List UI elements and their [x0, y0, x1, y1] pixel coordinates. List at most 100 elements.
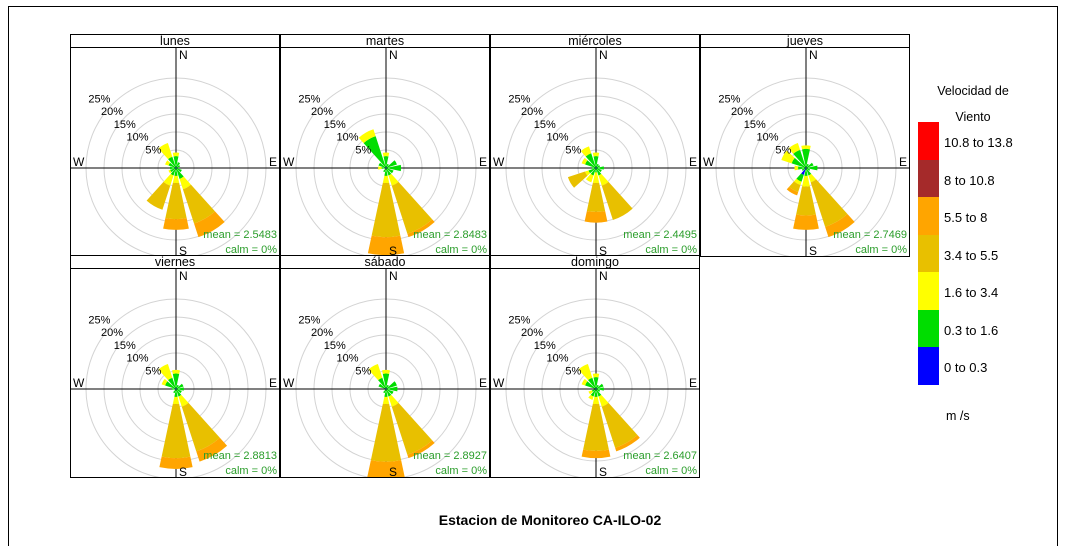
- petal-segment: [593, 374, 599, 378]
- panel-strip-title: martes: [280, 34, 490, 48]
- direction-label: S: [599, 465, 607, 478]
- radial-label: 20%: [101, 327, 123, 339]
- panel-strip-title: viernes: [70, 255, 280, 269]
- mean-label: mean = 2.7469: [833, 229, 907, 241]
- petal-segment: [796, 186, 816, 215]
- radial-label: 25%: [298, 314, 320, 326]
- panel-strip-title: domingo: [490, 255, 700, 269]
- calm-label: calm = 0%: [645, 465, 697, 477]
- petal-segment: [794, 166, 798, 171]
- direction-label: W: [283, 155, 295, 169]
- legend-swatch: [918, 310, 939, 348]
- direction-label: N: [389, 48, 398, 62]
- petal-segment: [801, 145, 810, 149]
- radial-label: 5%: [775, 144, 791, 156]
- legend-swatch: [918, 122, 939, 160]
- calm-label: calm = 0%: [225, 465, 277, 477]
- legend-swatch: [918, 197, 939, 235]
- petal-segment: [368, 236, 404, 256]
- petal-segment: [383, 397, 389, 404]
- radial-label: 10%: [757, 132, 779, 144]
- direction-label: N: [809, 48, 818, 62]
- petal-segment: [602, 182, 633, 220]
- mean-label: mean = 2.8813: [203, 450, 277, 462]
- petal-segment: [173, 153, 179, 157]
- radial-label: 10%: [337, 353, 359, 365]
- radial-label: 10%: [127, 353, 149, 365]
- direction-label: E: [479, 376, 487, 390]
- legend-swatch: [918, 347, 939, 385]
- petal-segment: [173, 176, 179, 183]
- petal-segment: [793, 214, 819, 229]
- legend-label: 1.6 to 3.4: [944, 285, 998, 300]
- radial-label: 15%: [534, 340, 556, 352]
- radial-label: 25%: [718, 93, 740, 105]
- radial-label: 25%: [88, 314, 110, 326]
- radial-label: 20%: [731, 106, 753, 118]
- radial-label: 15%: [324, 119, 346, 131]
- radial-label: 10%: [337, 132, 359, 144]
- petal-segment: [159, 457, 192, 469]
- radial-label: 5%: [145, 144, 161, 156]
- legend-swatch: [918, 235, 939, 273]
- panel-strip-title: miércoles: [490, 34, 700, 48]
- legend-label: 3.4 to 5.5: [944, 248, 998, 263]
- legend-label: 5.5 to 8: [944, 210, 987, 225]
- petal-segment: [802, 176, 810, 187]
- radial-label: 20%: [311, 327, 333, 339]
- direction-label: W: [493, 376, 505, 390]
- radial-label: 15%: [744, 119, 766, 131]
- radial-label: 5%: [565, 144, 581, 156]
- calm-label: calm = 0%: [435, 465, 487, 477]
- direction-label: N: [179, 269, 188, 283]
- legend-label: 0.3 to 1.6: [944, 323, 998, 338]
- direction-label: E: [479, 155, 487, 169]
- direction-label: E: [269, 376, 277, 390]
- direction-label: S: [389, 465, 397, 478]
- mean-label: mean = 2.6407: [623, 450, 697, 462]
- petal-segment: [378, 166, 382, 169]
- radial-label: 15%: [534, 119, 556, 131]
- direction-label: E: [689, 376, 697, 390]
- radial-label: 25%: [298, 93, 320, 105]
- mean-label: mean = 2.5483: [203, 229, 277, 241]
- petal-segment: [172, 370, 180, 374]
- mean-label: mean = 2.4495: [623, 229, 697, 241]
- panel-strip-title: jueves: [700, 34, 910, 48]
- radial-label: 25%: [88, 93, 110, 105]
- petal-segment: [383, 153, 389, 157]
- mean-label: mean = 2.8483: [413, 229, 487, 241]
- direction-label: N: [599, 269, 608, 283]
- radial-label: 10%: [127, 132, 149, 144]
- direction-label: N: [599, 48, 608, 62]
- direction-label: N: [179, 48, 188, 62]
- radial-label: 25%: [508, 93, 530, 105]
- radial-label: 10%: [547, 132, 569, 144]
- legend-swatch: [918, 272, 939, 310]
- radial-label: 15%: [114, 119, 136, 131]
- radial-label: 15%: [114, 340, 136, 352]
- direction-label: N: [389, 269, 398, 283]
- radial-label: 5%: [355, 144, 371, 156]
- direction-label: W: [283, 376, 295, 390]
- radial-label: 5%: [565, 365, 581, 377]
